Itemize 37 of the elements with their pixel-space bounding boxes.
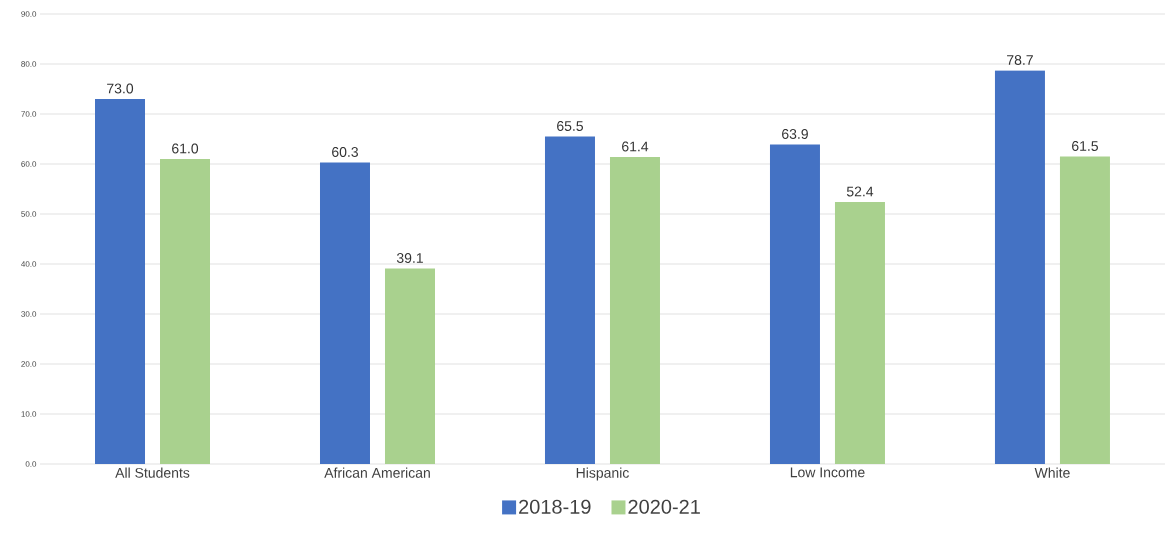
bar (769, 144, 820, 464)
legend-label: 2020-21 (628, 499, 700, 514)
x-tick-label: Hispanic (576, 467, 629, 481)
data-label: 63.9 (782, 129, 808, 139)
y-tick-label: 40.0 (21, 261, 37, 267)
data-label: 60.3 (332, 147, 358, 157)
data-label: 78.7 (1007, 55, 1033, 65)
x-tick-label: African American (324, 467, 430, 478)
data-label: 65.5 (557, 121, 584, 131)
y-tick-label: 70.0 (21, 111, 37, 117)
data-label: 61.5 (1072, 141, 1098, 151)
y-tick-label: 10.0 (21, 411, 37, 417)
y-tick-label: 50.0 (21, 211, 37, 217)
bar (834, 201, 885, 464)
y-tick-label: 20.0 (21, 361, 37, 367)
bar (544, 136, 595, 464)
y-tick-label: 80.0 (21, 61, 37, 67)
bar (95, 98, 145, 464)
bar (384, 268, 435, 464)
data-label: 61.4 (622, 141, 649, 152)
legend-label: 2018-19 (519, 499, 591, 514)
data-label: 39.1 (396, 253, 423, 263)
x-tick-label: Low Income (790, 467, 865, 478)
y-tick-label: 30.0 (21, 311, 37, 317)
y-tick-label: 90.0 (21, 11, 37, 17)
data-label: 52.4 (846, 186, 874, 197)
data-label: 73.0 (107, 83, 134, 94)
bar (994, 70, 1045, 464)
bar (609, 156, 660, 464)
bar (1059, 156, 1110, 464)
y-tick-label: 60.0 (21, 161, 37, 167)
data-label: 61.0 (172, 143, 199, 154)
x-tick-label: All Students (115, 467, 190, 478)
y-tick-label: 0.0 (25, 461, 37, 467)
bar (160, 158, 210, 464)
bar (319, 162, 370, 464)
x-tick-label: White (1034, 467, 1070, 478)
